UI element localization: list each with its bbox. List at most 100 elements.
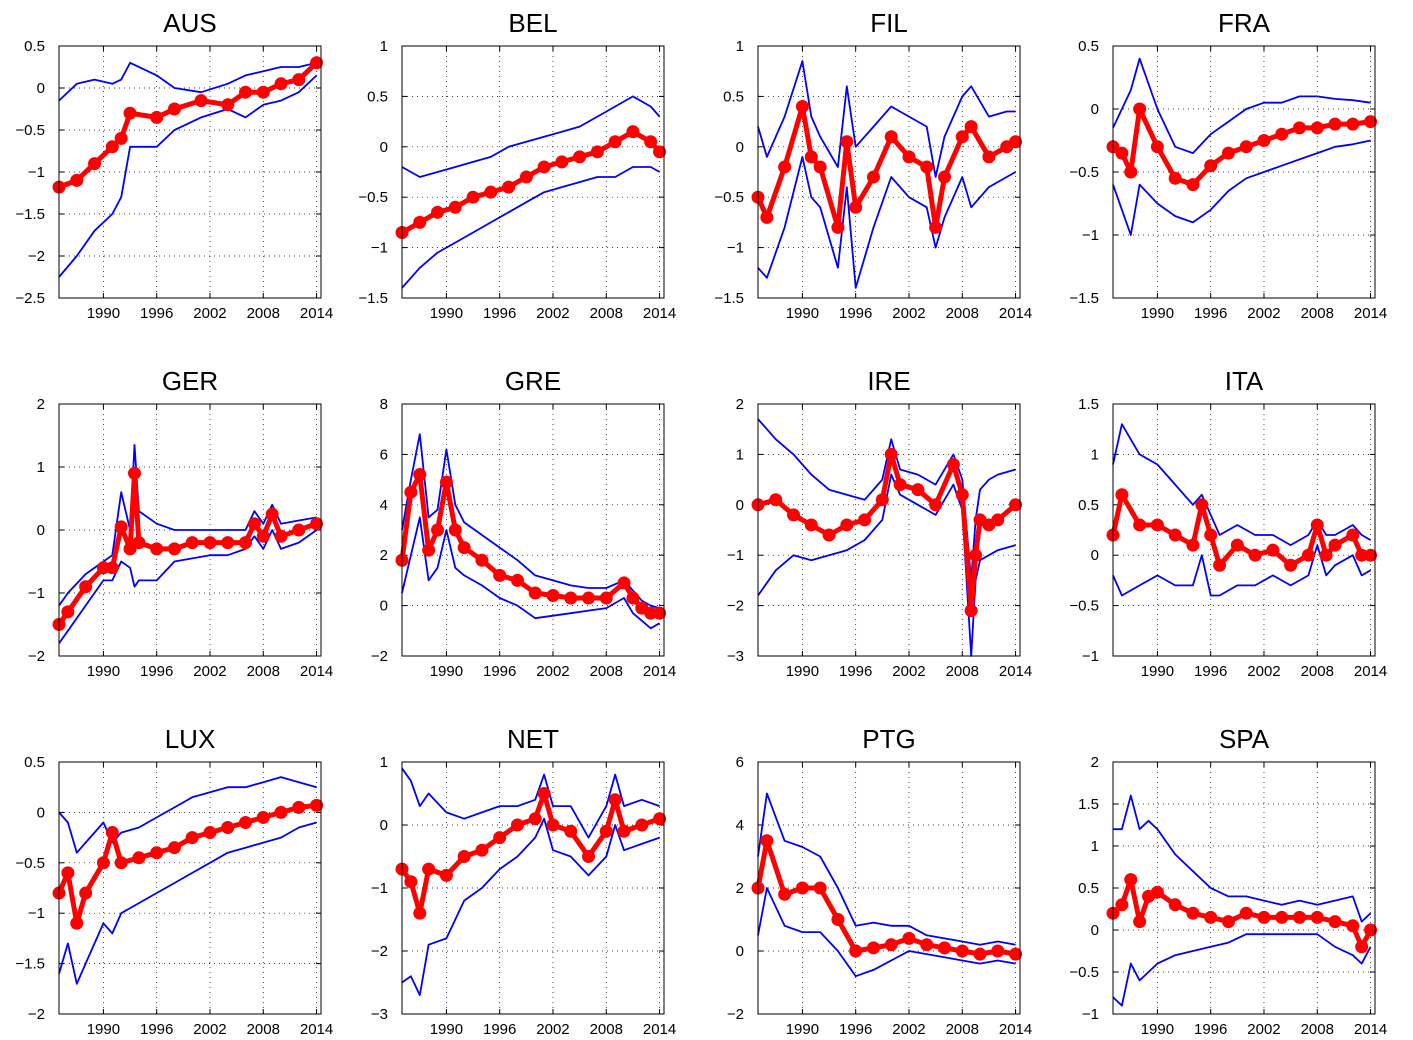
- x-tick-label: 1990: [430, 663, 463, 680]
- estimate-point: [105, 826, 119, 840]
- y-tick-label: −1.5: [714, 290, 744, 307]
- estimate-point: [1328, 538, 1342, 552]
- y-tick-label: −2: [28, 1006, 45, 1023]
- estimate-point: [114, 520, 128, 534]
- y-tick-label: 0: [37, 522, 45, 539]
- upper-band-line: [401, 95, 661, 178]
- x-tick-label: 2014: [300, 305, 333, 322]
- x-tick-label: 1990: [786, 305, 819, 322]
- estimate-point: [123, 106, 137, 120]
- axes-box: [58, 403, 322, 657]
- y-tick-label: 2: [380, 547, 388, 564]
- estimate-point: [546, 818, 560, 832]
- estimate-point: [431, 523, 445, 537]
- y-tick-label: −0.5: [714, 189, 744, 206]
- estimate-point: [448, 200, 462, 214]
- estimate-point: [221, 536, 235, 550]
- upper-band-line: [1113, 794, 1372, 923]
- estimate-point: [1310, 910, 1324, 924]
- x-tick-label: 1990: [87, 663, 120, 680]
- axes-box: [1112, 761, 1376, 1015]
- panel-title: IRE: [867, 366, 910, 396]
- x-tick-label: 1996: [483, 305, 516, 322]
- y-tick-label: −0.5: [1069, 164, 1099, 181]
- estimate-point: [493, 568, 507, 582]
- y-tick-label: 1.5: [1078, 796, 1099, 813]
- estimate-point: [185, 536, 199, 550]
- x-tick-label: 2014: [643, 305, 676, 322]
- estimate-point: [1364, 115, 1378, 129]
- estimate-point: [1239, 906, 1253, 920]
- axes-box: [401, 403, 665, 657]
- estimate-point: [1301, 548, 1315, 562]
- x-tick-label: 1990: [1141, 305, 1174, 322]
- y-tick-label: 6: [380, 446, 388, 463]
- estimate-point: [1364, 548, 1378, 562]
- y-tick-label: 4: [380, 497, 388, 514]
- y-tick-label: 0.5: [24, 754, 45, 771]
- x-tick-label: 2002: [536, 663, 569, 680]
- panel-fil: FIL 1990 1996 2002 2008 2014 −1.5 −1 −0.5 0 0.5 1: [714, 8, 1032, 322]
- y-tick-label: 1: [1091, 838, 1099, 855]
- estimate-point: [1009, 498, 1023, 512]
- estimate-point: [1319, 548, 1333, 562]
- estimate-point: [1293, 121, 1307, 135]
- panel-title: SPA: [1219, 724, 1270, 754]
- x-tick-label: 1996: [1194, 663, 1227, 680]
- estimate-point: [955, 488, 969, 502]
- estimate-point: [310, 517, 324, 531]
- estimate-point: [114, 856, 128, 870]
- estimate-point: [1346, 919, 1360, 933]
- y-tick-label: 1.5: [1078, 396, 1099, 413]
- estimate-point: [221, 98, 235, 112]
- estimate-point: [448, 523, 462, 537]
- estimate-point: [61, 605, 75, 619]
- x-tick-label: 2014: [643, 663, 676, 680]
- estimate-point: [61, 866, 75, 880]
- x-tick-label: 1990: [786, 1021, 819, 1038]
- estimate-point: [1150, 518, 1164, 532]
- panel-net: NET 1990 1996 2002 2008 2014 −3 −2 −1 0 1: [371, 724, 676, 1038]
- lower-band-line: [401, 516, 661, 630]
- estimate-point: [96, 561, 110, 575]
- x-tick-label: 1990: [1141, 663, 1174, 680]
- estimate-point: [644, 135, 658, 149]
- x-tick-label: 1990: [87, 1021, 120, 1038]
- estimate-point: [840, 518, 854, 532]
- estimate-point: [760, 210, 774, 224]
- axes-box: [757, 403, 1021, 657]
- x-tick-label: 2002: [1247, 1021, 1280, 1038]
- estimate-point: [127, 466, 141, 480]
- estimate-point: [439, 868, 453, 882]
- y-tick-label: −1: [727, 240, 744, 257]
- estimate-point: [813, 160, 827, 174]
- estimate-point: [274, 805, 288, 819]
- x-tick-label: 2014: [999, 1021, 1032, 1038]
- estimate-point: [969, 548, 983, 562]
- x-tick-label: 2014: [1354, 1021, 1387, 1038]
- estimate-point: [1213, 558, 1227, 572]
- estimate-point: [1275, 127, 1289, 141]
- estimate-line: [755, 838, 1017, 957]
- x-tick-label: 1996: [140, 1021, 173, 1038]
- estimate-point: [537, 160, 551, 174]
- estimate-point: [964, 120, 978, 134]
- x-tick-label: 2002: [193, 305, 226, 322]
- upper-band-line: [757, 792, 1016, 946]
- estimate-point: [1346, 117, 1360, 131]
- estimate-point: [1230, 538, 1244, 552]
- estimate-point: [1124, 165, 1138, 179]
- estimate-point: [1266, 543, 1280, 557]
- estimate-point: [1310, 121, 1324, 135]
- estimate-point: [973, 947, 987, 961]
- x-tick-label: 1990: [430, 305, 463, 322]
- panel-bel: BEL 1990 1996 2002 2008 2014 −1.5 −1 −0.5 0 0.5 1: [358, 8, 676, 322]
- estimate-point: [475, 843, 489, 857]
- estimate-point: [822, 528, 836, 542]
- estimate-point: [617, 824, 631, 838]
- estimate-point: [502, 180, 516, 194]
- y-tick-label: −0.5: [1069, 598, 1099, 615]
- estimate-point: [991, 513, 1005, 527]
- panel-lux: LUX 1990 1996 2002 2008 2014 −2 −1.5 −1 −0.5 0 0.5: [15, 724, 333, 1038]
- estimate-point: [413, 215, 427, 229]
